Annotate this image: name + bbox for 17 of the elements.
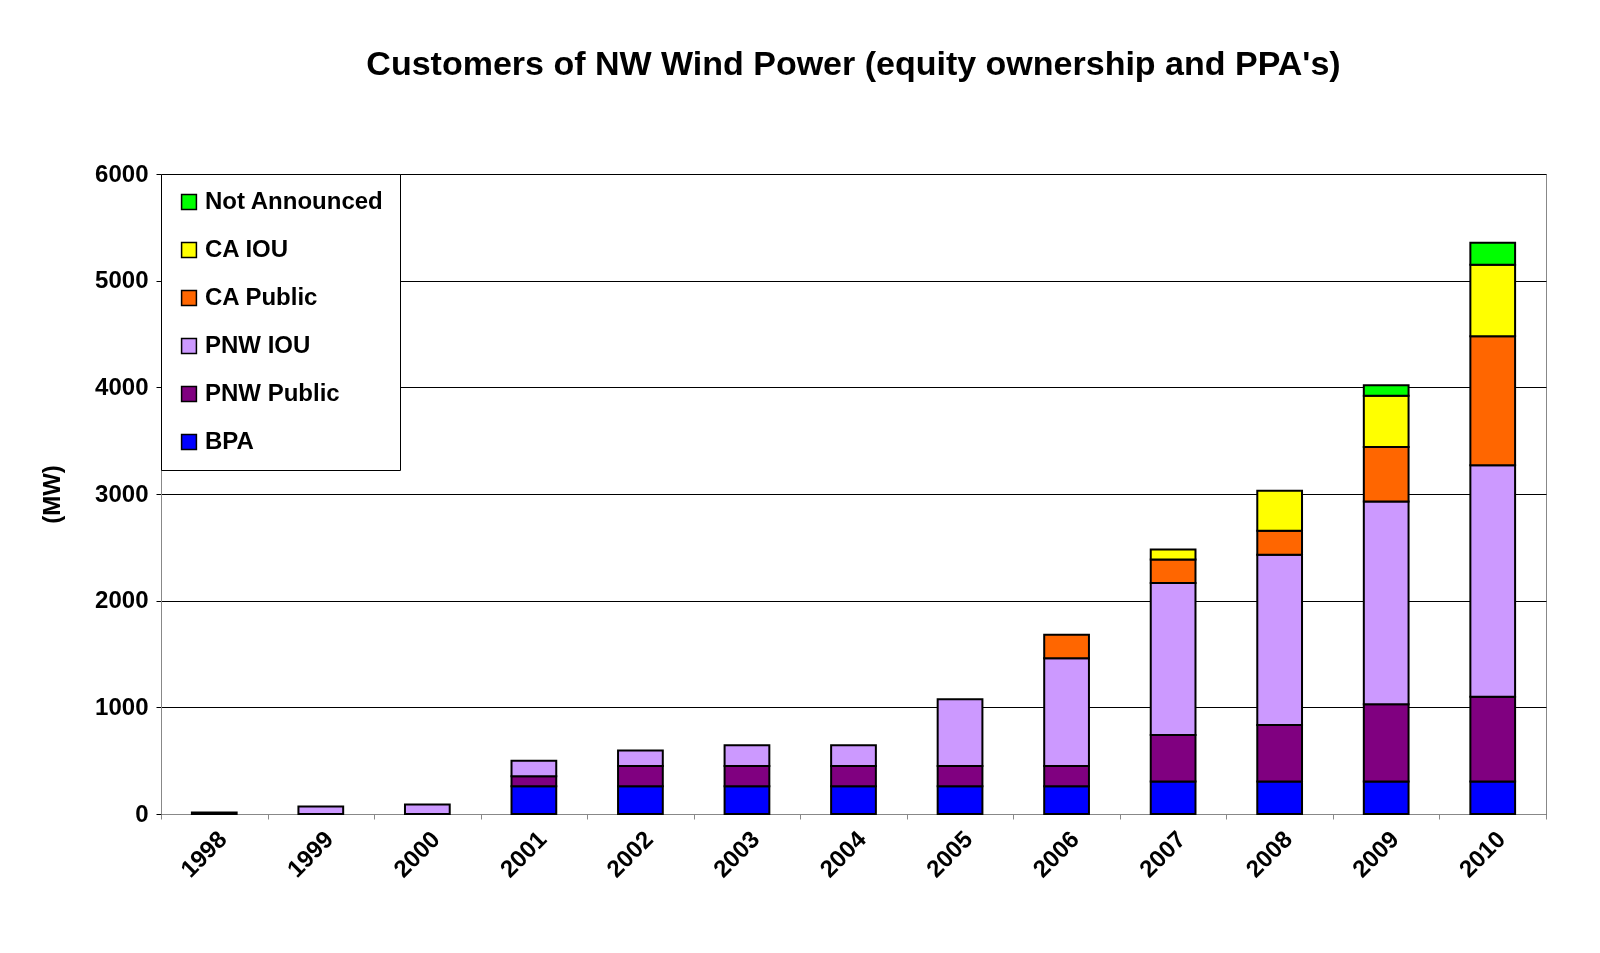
y-tick-label: 0: [135, 799, 149, 827]
chart-title: Customers of NW Wind Power (equity ownership and PPA's): [366, 44, 1341, 82]
y-tick-label: 1000: [95, 692, 149, 720]
y-tick-label: 2000: [95, 586, 149, 614]
bar: [403, 803, 451, 815]
legend-label: CA Public: [205, 283, 318, 310]
legend-label: PNW Public: [205, 379, 340, 406]
legend-label: BPA: [205, 427, 254, 454]
y-tick-label: 6000: [95, 159, 149, 187]
bar: [297, 805, 345, 815]
legend-label: PNW IOU: [205, 331, 311, 358]
y-tick-label: 5000: [95, 266, 149, 294]
legend-label: Not Announced: [205, 187, 383, 214]
y-axis-title: (MW): [38, 465, 66, 524]
y-tick-label: 3000: [95, 479, 149, 507]
y-tick-label: 4000: [95, 372, 149, 400]
legend-label: CA IOU: [205, 235, 289, 262]
